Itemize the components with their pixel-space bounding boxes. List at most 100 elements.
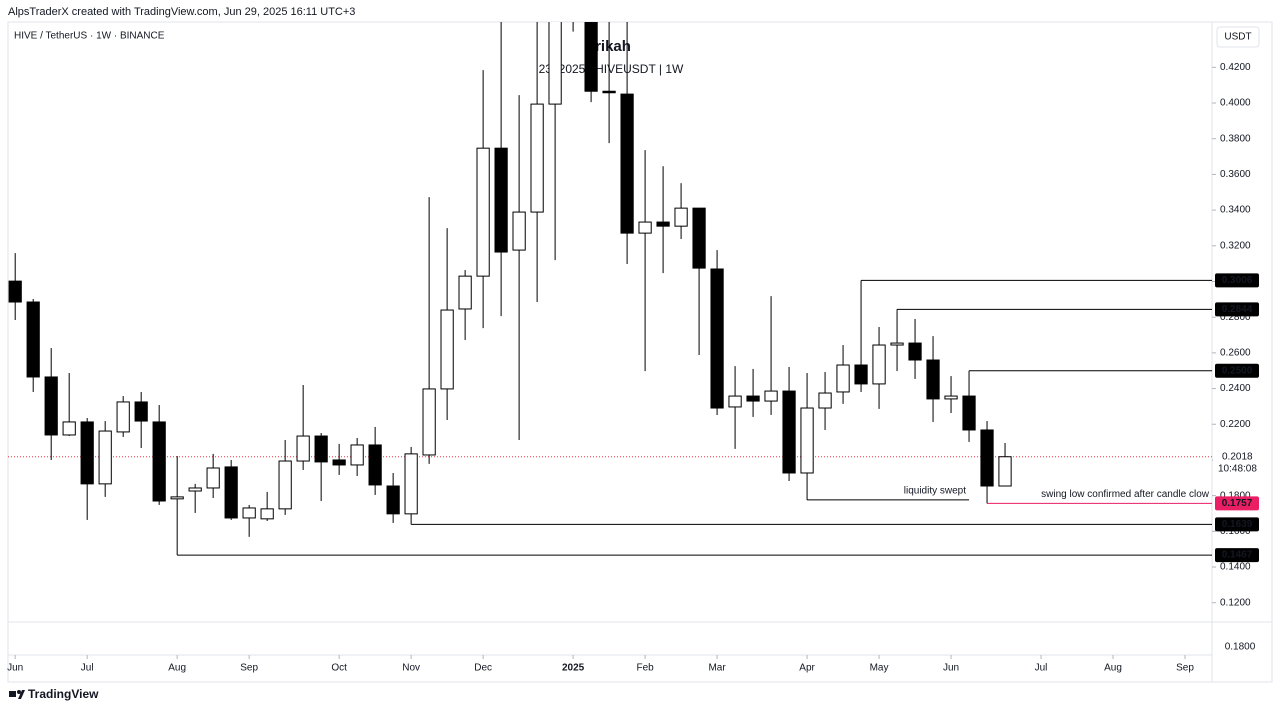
candle-body xyxy=(944,395,958,400)
chart-frame xyxy=(7,21,1273,683)
y-tick-label: 0.1800 xyxy=(1220,490,1251,501)
x-tick-label: Dec xyxy=(474,663,492,674)
level-label: 0.1639 xyxy=(1222,519,1253,530)
y-tick-label: 0.1600 xyxy=(1220,526,1251,537)
candle-body xyxy=(656,221,670,227)
candle-body xyxy=(98,430,112,485)
candle-body xyxy=(260,508,274,520)
y-tick-label: 0.1200 xyxy=(1220,597,1251,608)
candle-body xyxy=(440,309,454,390)
candle-body xyxy=(296,435,310,462)
candle-body xyxy=(782,390,796,474)
last-price-box xyxy=(1213,449,1263,478)
candle-body xyxy=(278,460,292,510)
candle-body xyxy=(818,392,832,409)
candle-body xyxy=(962,395,976,431)
watermark-title: rikah xyxy=(595,38,631,55)
candle-body xyxy=(26,301,40,378)
x-tick-label: Mar xyxy=(708,663,726,674)
x-tick-label: Oct xyxy=(331,663,347,674)
candle-body xyxy=(584,22,598,92)
candle-body xyxy=(242,507,256,519)
candle-body xyxy=(836,364,850,393)
candle-body xyxy=(872,344,886,385)
level-label-box xyxy=(1215,363,1259,378)
level-label-box xyxy=(1215,548,1259,563)
level-label-box xyxy=(1215,517,1259,532)
candle-body xyxy=(8,280,22,303)
x-tick-label: Aug xyxy=(1104,663,1122,674)
candle-body xyxy=(746,395,760,402)
currency-box[interactable] xyxy=(1216,26,1260,48)
level-label: 0.2844 xyxy=(1222,304,1253,315)
last-price-label: 0.2018 xyxy=(1222,451,1253,462)
candle-body xyxy=(602,90,616,94)
candle-body xyxy=(512,211,526,251)
candle-body xyxy=(458,275,472,310)
level-label: 0.3006 xyxy=(1222,275,1253,286)
candle-body xyxy=(134,401,148,422)
x-tick-label: Apr xyxy=(799,663,815,674)
y-tick-label: 0.1400 xyxy=(1220,562,1251,573)
candle-body xyxy=(890,342,904,346)
annotation-text: liquidity swept xyxy=(904,486,966,497)
x-tick-label: Jun xyxy=(943,663,959,674)
candle-body xyxy=(350,444,364,466)
candle-body xyxy=(332,459,346,466)
candle-body xyxy=(908,342,922,361)
level-label: 0.1757 xyxy=(1222,498,1253,509)
x-tick-label: Jun xyxy=(7,663,23,674)
y-tick-label: 0.3800 xyxy=(1220,133,1251,144)
y-tick-label: 0.3400 xyxy=(1220,205,1251,216)
countdown: 10:48:08 xyxy=(1218,463,1257,474)
level-label-box xyxy=(1215,302,1259,317)
x-tick-label: Nov xyxy=(402,663,420,674)
footer-brand: TradingView xyxy=(28,687,99,701)
logo-part xyxy=(18,690,25,699)
y-tick-label: 0.2200 xyxy=(1220,419,1251,430)
x-tick-label: 2025 xyxy=(562,663,585,674)
candle-body xyxy=(710,268,724,409)
candle-body xyxy=(386,485,400,515)
candle-body xyxy=(530,103,544,213)
y-tick-label: 0.3200 xyxy=(1220,240,1251,251)
candle-body xyxy=(206,467,220,489)
candle-body xyxy=(422,388,436,456)
level-label: 0.2500 xyxy=(1222,365,1253,376)
tradingview-logo xyxy=(9,690,25,699)
candle-body xyxy=(224,466,238,519)
x-tick-label: May xyxy=(870,663,889,674)
logo-part xyxy=(17,690,21,694)
y-tick-label: 0.4000 xyxy=(1220,98,1251,109)
x-tick-label: Jul xyxy=(81,663,94,674)
symbol-info: HIVE / TetherUS · 1W · BINANCE xyxy=(14,31,165,42)
candle-body xyxy=(980,429,994,487)
candle-body xyxy=(314,435,328,463)
candle-body xyxy=(62,421,76,436)
candle-body xyxy=(368,444,382,486)
candle-body xyxy=(620,93,634,234)
plot-area: swing low confirmed after candle clow liq… xyxy=(8,22,1212,556)
lower-pane-label: 0.1800 xyxy=(1225,642,1256,653)
y-tick-label: 0.2400 xyxy=(1220,383,1251,394)
candle-body xyxy=(80,421,94,485)
x-tick-label: Sep xyxy=(240,663,258,674)
y-tick-label: 0.3600 xyxy=(1220,169,1251,180)
candle-body xyxy=(548,22,562,105)
watermark-subtitle: 23 /2025 | HIVEUSDT | 1W xyxy=(539,62,684,76)
candle-body xyxy=(476,147,490,277)
x-tick-label: Sep xyxy=(1176,663,1194,674)
candle-body xyxy=(764,390,778,402)
candle-body xyxy=(854,364,868,385)
logo-part xyxy=(9,691,16,697)
candle-body xyxy=(44,376,58,436)
currency-label: USDT xyxy=(1224,32,1251,43)
candle-body xyxy=(188,487,202,492)
level-label: 0.1467 xyxy=(1222,550,1253,561)
candle-body xyxy=(170,496,184,500)
y-tick-label: 0.2600 xyxy=(1220,348,1251,359)
candle-body xyxy=(998,456,1012,487)
